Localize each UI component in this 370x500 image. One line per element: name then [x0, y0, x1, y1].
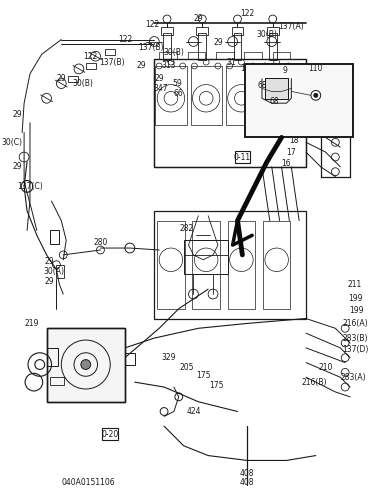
Text: 29: 29	[45, 257, 54, 266]
Bar	[267, 27, 279, 34]
Bar	[228, 220, 255, 308]
Bar	[263, 220, 290, 308]
Bar	[157, 220, 185, 308]
Text: 9: 9	[282, 66, 287, 76]
Text: 29: 29	[137, 62, 147, 70]
Text: 66: 66	[174, 89, 184, 98]
Text: 29: 29	[57, 74, 66, 83]
Bar	[47, 328, 125, 402]
Text: 16: 16	[282, 160, 291, 168]
Text: 30(B): 30(B)	[164, 48, 184, 57]
Text: 18: 18	[289, 136, 299, 145]
Circle shape	[81, 360, 91, 370]
Bar	[50, 230, 59, 244]
Text: 175: 175	[196, 371, 211, 380]
Bar	[245, 64, 353, 138]
Text: 59: 59	[172, 79, 182, 88]
Text: 216(A): 216(A)	[342, 319, 368, 328]
Text: 11: 11	[270, 116, 279, 126]
Text: 199: 199	[350, 306, 364, 315]
Text: 17: 17	[286, 148, 296, 156]
Text: 280: 280	[93, 238, 108, 246]
Bar	[47, 348, 58, 366]
Bar	[232, 27, 243, 34]
Text: 040A0151106: 040A0151106	[61, 478, 115, 488]
Text: 0-20: 0-20	[102, 430, 119, 438]
Text: 219: 219	[25, 319, 39, 328]
Text: 408: 408	[240, 468, 255, 477]
Text: 122: 122	[240, 8, 255, 18]
Bar	[265, 78, 288, 100]
Text: 122: 122	[84, 52, 98, 60]
Text: 30(C): 30(C)	[2, 138, 23, 147]
Text: 166: 166	[240, 64, 255, 74]
Text: 211: 211	[348, 280, 362, 289]
Text: 31: 31	[227, 58, 236, 66]
Text: 283(A): 283(A)	[340, 373, 366, 382]
Bar	[50, 378, 64, 385]
Text: 137(D): 137(D)	[342, 346, 368, 354]
Text: 408: 408	[240, 478, 255, 488]
Bar	[261, 66, 292, 124]
Bar	[233, 32, 241, 60]
Bar	[154, 211, 306, 318]
Text: 210: 210	[319, 363, 333, 372]
Bar	[269, 32, 277, 60]
Text: 347: 347	[154, 84, 168, 93]
Bar	[154, 59, 306, 167]
Text: 68: 68	[270, 96, 279, 106]
Text: 0-11: 0-11	[234, 152, 251, 162]
Text: 122: 122	[145, 20, 159, 30]
Text: 283(B): 283(B)	[342, 334, 368, 342]
Text: 29: 29	[154, 74, 164, 83]
Text: 137(B): 137(B)	[100, 58, 125, 66]
Bar	[68, 76, 78, 82]
Text: 137(C): 137(C)	[17, 182, 43, 191]
Text: 29: 29	[45, 277, 54, 286]
Bar	[235, 152, 250, 162]
Text: 137(B): 137(B)	[138, 43, 164, 52]
Text: 30(B): 30(B)	[73, 79, 93, 88]
Bar	[192, 220, 220, 308]
Bar	[161, 27, 173, 34]
Text: 282: 282	[179, 224, 194, 233]
Circle shape	[314, 94, 318, 98]
Text: 30(A): 30(A)	[43, 267, 64, 276]
Bar	[245, 64, 353, 138]
Text: 29: 29	[13, 110, 22, 120]
Text: 137(A): 137(A)	[279, 22, 304, 32]
Text: 216(B): 216(B)	[301, 378, 327, 386]
Bar	[86, 63, 95, 69]
Text: 199: 199	[348, 294, 362, 304]
Text: 29: 29	[194, 14, 203, 24]
Bar	[102, 428, 118, 440]
Text: 68: 68	[257, 81, 267, 90]
Bar	[265, 78, 288, 100]
Bar	[198, 32, 206, 60]
Bar	[163, 32, 171, 60]
Text: 175: 175	[209, 380, 223, 390]
Bar	[184, 240, 228, 274]
Text: 313: 313	[162, 62, 176, 70]
Text: 424: 424	[186, 407, 201, 416]
Bar	[196, 27, 208, 34]
Text: 110: 110	[309, 64, 323, 74]
Text: 29: 29	[213, 38, 223, 47]
Bar	[47, 328, 125, 402]
Bar	[226, 66, 257, 124]
Bar	[155, 66, 186, 124]
Text: 30(B): 30(B)	[256, 30, 277, 39]
Bar	[56, 264, 64, 278]
Text: 29: 29	[13, 162, 22, 172]
Bar	[125, 353, 135, 364]
Text: 205: 205	[179, 363, 194, 372]
Bar	[191, 66, 222, 124]
Text: 122: 122	[118, 35, 132, 44]
Text: 329: 329	[162, 353, 176, 362]
Text: 19: 19	[282, 123, 291, 132]
Bar	[105, 50, 115, 55]
